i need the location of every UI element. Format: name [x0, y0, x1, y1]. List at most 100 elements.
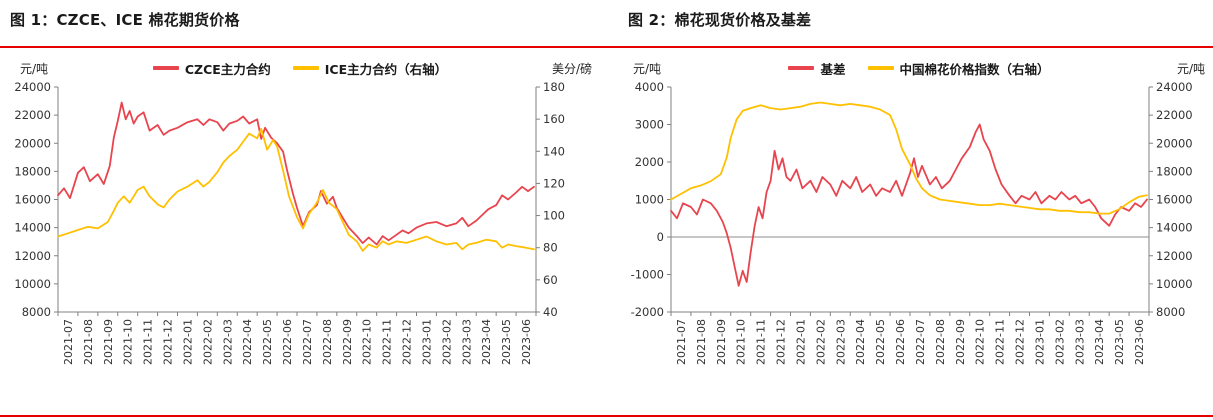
- svg-text:2023-03: 2023-03: [1073, 319, 1086, 365]
- svg-text:2022-05: 2022-05: [874, 319, 887, 365]
- svg-text:-2000: -2000: [631, 305, 664, 319]
- svg-text:2022-05: 2022-05: [261, 319, 274, 365]
- svg-text:2021-11: 2021-11: [755, 319, 768, 365]
- legend-label-czce: CZCE主力合约: [184, 61, 271, 77]
- svg-text:2023-06: 2023-06: [1133, 319, 1146, 365]
- svg-text:2022-01: 2022-01: [181, 319, 194, 365]
- svg-text:2021-10: 2021-10: [122, 319, 135, 365]
- svg-text:2023-01: 2023-01: [420, 319, 433, 365]
- svg-text:180: 180: [543, 80, 565, 94]
- chart2-right-axis-unit: 元/吨: [1176, 61, 1205, 76]
- svg-text:2023-04: 2023-04: [1093, 319, 1106, 365]
- svg-text:18000: 18000: [1156, 164, 1193, 178]
- svg-text:2023-06: 2023-06: [520, 319, 533, 365]
- bottom-divider-rule: [0, 415, 1213, 417]
- svg-text:2022-08: 2022-08: [321, 319, 334, 365]
- svg-text:14000: 14000: [1156, 221, 1193, 235]
- svg-text:120: 120: [543, 176, 565, 190]
- svg-text:2000: 2000: [635, 155, 664, 169]
- legend-item-czce: CZCE主力合约: [152, 59, 271, 78]
- chart1-left-axis-unit: 元/吨: [20, 61, 49, 76]
- svg-text:2021-09: 2021-09: [102, 319, 115, 365]
- legend-label-cotton-index: 中国棉花价格指数（右轴）: [899, 61, 1050, 77]
- chart2-legend: 基差 中国棉花价格指数（右轴）: [661, 59, 1177, 78]
- svg-text:-1000: -1000: [631, 268, 664, 282]
- svg-text:2022-04: 2022-04: [854, 319, 867, 365]
- svg-text:20000: 20000: [14, 136, 51, 150]
- svg-text:2021-11: 2021-11: [142, 319, 155, 365]
- futures-price-panel: 元/吨 CZCE主力合约 ICE主力合约（右轴） 美分/磅 8000 10000 1…: [6, 56, 594, 382]
- top-divider-rule: [0, 46, 1213, 48]
- figure2-title: 图 2：棉花现货价格及基差: [628, 11, 812, 29]
- svg-text:3000: 3000: [635, 118, 664, 132]
- svg-text:18000: 18000: [14, 164, 51, 178]
- svg-text:40: 40: [543, 305, 558, 319]
- svg-text:2021-12: 2021-12: [162, 319, 175, 365]
- svg-text:24000: 24000: [14, 80, 51, 94]
- svg-text:16000: 16000: [14, 193, 51, 207]
- svg-text:2022-11: 2022-11: [994, 319, 1007, 365]
- spot-basis-chart-canvas: -2000 -1000 0 1000 2000 3000 4000 8000 10000 1200…: [631, 80, 1193, 365]
- svg-text:2022-07: 2022-07: [914, 319, 927, 365]
- svg-text:2022-01: 2022-01: [794, 319, 807, 365]
- svg-text:2023-03: 2023-03: [460, 319, 473, 365]
- svg-text:2021-09: 2021-09: [715, 319, 728, 365]
- legend-label-ice: ICE主力合约（右轴）: [324, 61, 448, 77]
- svg-text:2021-08: 2021-08: [82, 319, 95, 365]
- svg-text:2023-02: 2023-02: [1053, 319, 1066, 365]
- legend-item-basis: 基差: [788, 59, 846, 78]
- legend-item-ice: ICE主力合约（右轴）: [292, 59, 448, 78]
- svg-text:2022-12: 2022-12: [1014, 319, 1027, 365]
- svg-text:2021-12: 2021-12: [775, 319, 788, 365]
- svg-text:2023-05: 2023-05: [1113, 319, 1126, 365]
- svg-text:14000: 14000: [14, 221, 51, 235]
- svg-text:12000: 12000: [14, 249, 51, 263]
- svg-text:100: 100: [543, 209, 565, 223]
- futures-price-chart-canvas: 8000 10000 12000 14000 16000 18000 20000 22000 2…: [14, 80, 565, 365]
- svg-text:24000: 24000: [1156, 80, 1193, 94]
- red-line-swatch-icon: [152, 66, 179, 70]
- svg-text:2022-10: 2022-10: [361, 319, 374, 365]
- svg-text:2022-06: 2022-06: [281, 319, 294, 365]
- svg-text:0: 0: [657, 230, 664, 244]
- svg-text:2022-06: 2022-06: [894, 319, 907, 365]
- svg-text:2022-12: 2022-12: [401, 319, 414, 365]
- svg-text:2022-10: 2022-10: [974, 319, 987, 365]
- svg-text:2022-09: 2022-09: [954, 319, 967, 365]
- svg-text:1000: 1000: [635, 193, 664, 207]
- svg-text:10000: 10000: [14, 277, 51, 291]
- svg-text:2022-03: 2022-03: [221, 319, 234, 365]
- svg-text:2022-07: 2022-07: [301, 319, 314, 365]
- chart1-header: 元/吨 CZCE主力合约 ICE主力合约（右轴） 美分/磅: [6, 56, 594, 80]
- svg-text:2021-10: 2021-10: [735, 319, 748, 365]
- svg-text:2021-07: 2021-07: [62, 319, 75, 365]
- chart1-legend: CZCE主力合约 ICE主力合约（右轴）: [48, 59, 552, 78]
- svg-text:12000: 12000: [1156, 249, 1193, 263]
- chart1-right-axis-unit: 美分/磅: [551, 61, 592, 76]
- svg-text:10000: 10000: [1156, 277, 1193, 291]
- legend-label-basis: 基差: [820, 61, 846, 77]
- svg-text:4000: 4000: [635, 80, 664, 94]
- svg-text:2021-07: 2021-07: [675, 319, 688, 365]
- svg-text:2022-11: 2022-11: [381, 319, 394, 365]
- figure1-title: 图 1：CZCE、ICE 棉花期货价格: [10, 11, 240, 29]
- chart2-left-axis-unit: 元/吨: [633, 61, 662, 76]
- gold-line-swatch-icon: [867, 66, 894, 70]
- svg-text:2023-05: 2023-05: [500, 319, 513, 365]
- svg-text:2022-02: 2022-02: [814, 319, 827, 365]
- svg-text:2022-09: 2022-09: [341, 319, 354, 365]
- legend-item-cotton-index: 中国棉花价格指数（右轴）: [867, 59, 1050, 78]
- svg-text:2022-02: 2022-02: [201, 319, 214, 365]
- svg-text:2023-04: 2023-04: [480, 319, 493, 365]
- charts-row: 元/吨 CZCE主力合约 ICE主力合约（右轴） 美分/磅 8000 10000 1…: [0, 56, 1213, 382]
- spot-basis-panel: 元/吨 基差 中国棉花价格指数（右轴） 元/吨 -2000 -1000 0 1000 2…: [619, 56, 1207, 382]
- svg-text:140: 140: [543, 144, 565, 158]
- svg-text:20000: 20000: [1156, 136, 1193, 150]
- svg-text:60: 60: [543, 273, 558, 287]
- svg-text:8000: 8000: [22, 305, 51, 319]
- svg-text:160: 160: [543, 112, 565, 126]
- red-line-swatch-icon: [788, 66, 815, 70]
- svg-text:22000: 22000: [1156, 108, 1193, 122]
- chart2-header: 元/吨 基差 中国棉花价格指数（右轴） 元/吨: [619, 56, 1207, 80]
- svg-text:22000: 22000: [14, 108, 51, 122]
